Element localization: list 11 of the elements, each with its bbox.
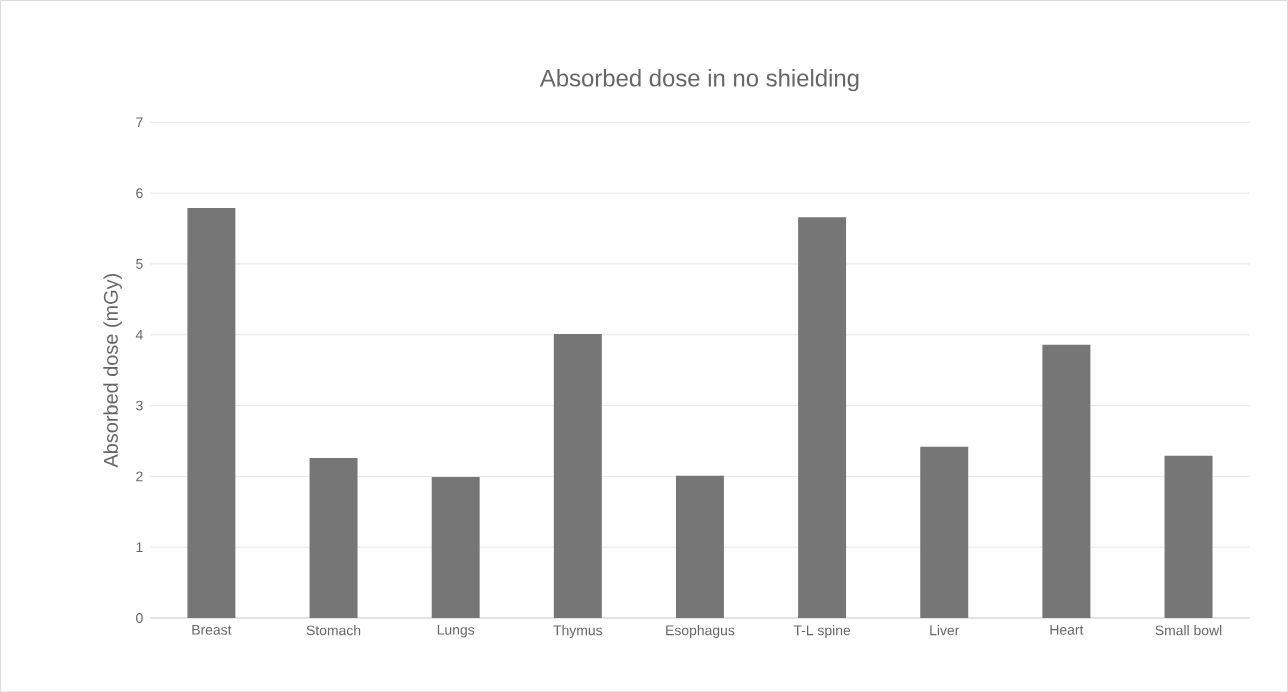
bar (798, 217, 847, 618)
chart-title: Absorbed dose in no shielding (539, 68, 859, 92)
bar (920, 446, 969, 618)
bar (675, 475, 724, 618)
bar (1042, 344, 1091, 618)
y-axis-title: Absorbed dose (mGy) (103, 273, 122, 468)
bar (187, 207, 236, 618)
bar (309, 457, 358, 618)
bar (431, 476, 480, 618)
bar (553, 333, 602, 618)
bar (1164, 455, 1213, 618)
